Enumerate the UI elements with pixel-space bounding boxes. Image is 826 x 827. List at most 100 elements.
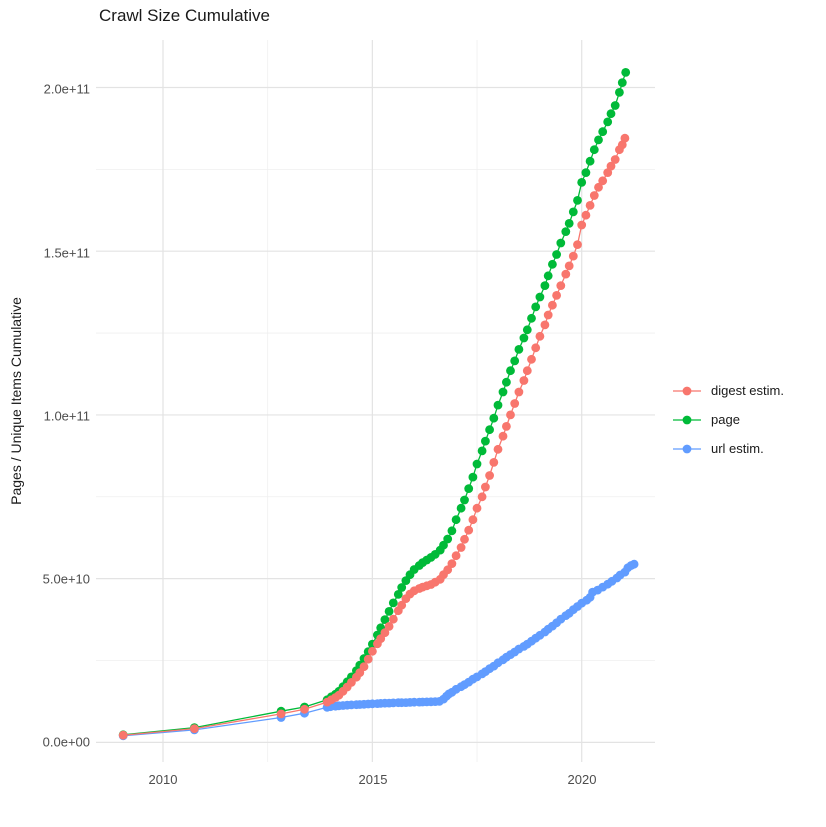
series-point-digest-estim (118, 730, 128, 740)
series-point-digest-estim (620, 133, 630, 143)
series-point-digest-estim (556, 281, 566, 290)
y-axis-title: Pages / Unique Items Cumulative (8, 297, 24, 505)
x-tick-2020: 2020 (567, 772, 597, 787)
series-point-digest-estim (300, 704, 309, 714)
series-point-digest-estim (552, 291, 561, 300)
series-point-digest-estim (522, 366, 532, 376)
series-point-digest-estim (498, 431, 508, 441)
series-point-page (443, 534, 453, 544)
series-point-page (498, 387, 508, 397)
series-point-digest-estim (368, 646, 377, 656)
series-point-digest-estim (589, 191, 599, 200)
series-point-page (397, 583, 407, 592)
series-point-page (543, 271, 553, 281)
series-point-digest-estim (577, 220, 587, 230)
series-point-page (568, 207, 578, 217)
legend-label-digest-estim: digest estim. (711, 383, 784, 398)
series-point-page (589, 145, 599, 155)
series-point-page (540, 281, 550, 290)
series-point-digest-estim (397, 600, 407, 610)
series-point-page (594, 135, 603, 145)
series-point-digest-estim (573, 240, 582, 250)
series-point-digest-estim (543, 310, 553, 320)
series-point-page (519, 333, 529, 343)
chart-title: Crawl Size Cumulative (99, 6, 270, 25)
series-point-page (581, 168, 591, 178)
series-point-digest-estim (502, 422, 511, 431)
series-point-url-estim (629, 559, 639, 569)
series-point-digest-estim (561, 269, 571, 279)
series-point-digest-estim (190, 724, 199, 733)
legend-label-url-estim: url estim. (711, 441, 764, 456)
series-point-digest-estim (514, 387, 524, 397)
series-point-digest-estim (359, 662, 369, 672)
series-point-digest-estim (540, 320, 550, 330)
y-tick-2e11: 2.0e+11 (43, 81, 90, 97)
series-point-page (577, 178, 587, 187)
series-point-page (439, 540, 448, 550)
series-point-digest-estim (617, 140, 627, 150)
series-point-page (456, 503, 466, 513)
series-point-digest-estim (384, 622, 394, 631)
series-point-digest-estim (535, 331, 545, 341)
series-point-digest-estim (489, 458, 499, 467)
series-point-page (621, 68, 631, 77)
series-point-page (610, 101, 620, 110)
series-point-digest-estim (564, 261, 574, 271)
series-point-digest-estim (527, 354, 536, 364)
series-point-digest-estim (472, 503, 482, 513)
series-point-page (617, 78, 627, 87)
series-point-digest-estim (548, 300, 557, 310)
series-point-page (552, 250, 561, 259)
series-point-digest-estim (481, 482, 490, 492)
series-point-digest-estim (276, 709, 286, 719)
series-point-page (477, 446, 487, 456)
series-point-page (527, 313, 536, 323)
y-tick-5e10: 5.0e+10 (42, 571, 90, 587)
series-point-digest-estim (388, 614, 398, 624)
series-point-digest-estim (585, 201, 595, 210)
series-point-digest-estim (606, 161, 616, 171)
x-tick-2010: 2010 (148, 772, 178, 787)
series-point-page (531, 302, 541, 312)
series-point-page (388, 598, 398, 608)
series-point-digest-estim (510, 399, 520, 408)
series-point-digest-estim (447, 559, 457, 568)
series-point-page (573, 196, 582, 205)
series-point-page (535, 292, 545, 302)
legend: digest estim. page url estim. (672, 380, 784, 459)
series-point-page (493, 400, 503, 410)
series-point-digest-estim (598, 176, 608, 186)
series-point-page (502, 377, 511, 387)
series-point-page (472, 459, 482, 469)
series-point-digest-estim (380, 628, 390, 638)
series-point-digest-estim (363, 654, 373, 664)
series-point-page (393, 590, 403, 599)
legend-item-page: page (672, 409, 784, 430)
legend-key-digest-icon (673, 386, 701, 395)
series-point-page (384, 607, 394, 616)
series-point-digest-estim (477, 492, 487, 502)
legend-item-digest-estim: digest estim. (672, 380, 784, 401)
series-point-page (522, 325, 532, 335)
series-point-digest-estim (456, 543, 466, 552)
series-point-digest-estim (468, 515, 478, 525)
series-point-digest-estim (451, 551, 461, 561)
series-point-page (585, 156, 595, 166)
series-point-digest-estim (460, 534, 469, 544)
series-point-digest-estim (603, 168, 613, 178)
series-point-digest-estim (610, 155, 620, 164)
legend-key-page-icon (673, 415, 701, 424)
series-point-page (451, 515, 461, 525)
series-point-digest-estim (506, 410, 515, 420)
series-point-digest-estim (568, 251, 578, 261)
y-tick-1.5e11: 1.5e+11 (43, 245, 90, 261)
series-point-page (548, 259, 557, 269)
series-point-digest-estim (493, 444, 503, 454)
legend-key-url-icon (673, 444, 701, 453)
series-point-page (447, 526, 457, 536)
series-point-page (510, 356, 520, 366)
x-tick-2015: 2015 (358, 772, 388, 787)
